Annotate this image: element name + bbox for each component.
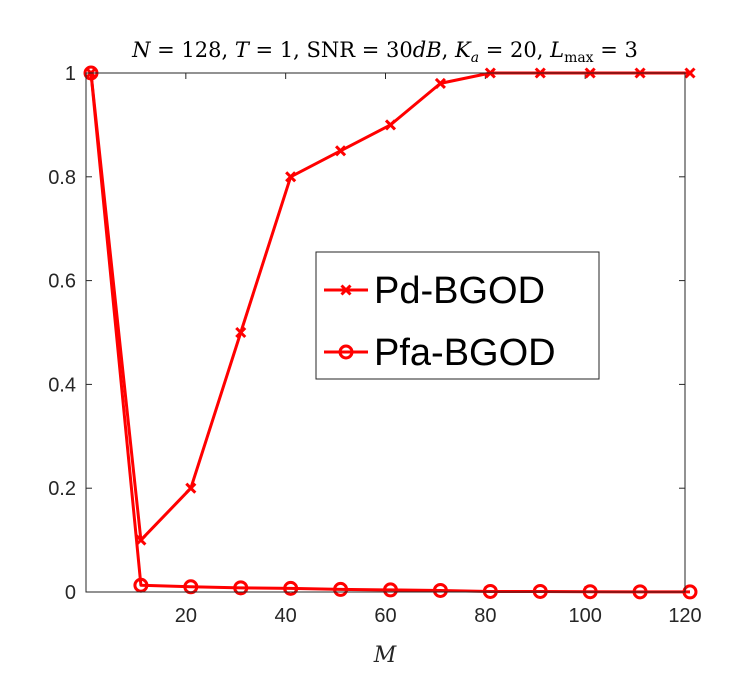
plot-frame <box>85 72 686 593</box>
legend-label: Pfa-BGOD <box>374 332 556 374</box>
data-point <box>382 582 398 598</box>
legend-marker <box>338 344 354 360</box>
data-point <box>532 583 548 599</box>
data-point <box>335 145 347 157</box>
y-tick-label: 1 <box>65 63 76 85</box>
data-point <box>133 577 149 593</box>
legend-box <box>315 251 600 380</box>
data-point <box>482 583 498 599</box>
x-tick-label: 80 <box>474 605 496 627</box>
x-tick-label: 60 <box>374 605 396 627</box>
x-tick-label: 100 <box>568 605 601 627</box>
x-tick-label: 40 <box>275 605 297 627</box>
legend-entry: Pfa-BGOD <box>324 332 556 374</box>
data-point <box>235 326 247 339</box>
chart-title: N = 128, T = 1, SNR = 30dB, Ka = 20, Lma… <box>131 38 638 66</box>
data-point <box>434 77 446 89</box>
y-tick-label: 0 <box>65 582 76 604</box>
data-point <box>185 482 197 494</box>
x-tick-label: 20 <box>175 605 197 627</box>
data-point <box>333 581 349 597</box>
data-point <box>183 579 199 595</box>
data-point <box>283 580 299 596</box>
legend-label: Pd-BGOD <box>374 270 545 312</box>
y-tick-label: 0.4 <box>48 374 76 396</box>
legend-marker <box>340 284 352 296</box>
y-tick-label: 0.6 <box>48 271 76 293</box>
data-point <box>285 171 297 183</box>
legend-entry: Pd-BGOD <box>324 270 545 312</box>
x-tick-label: 120 <box>668 605 701 627</box>
y-tick-label: 0.8 <box>48 167 76 189</box>
ticks-layer: 20 40 60 80 100 120 0 0.2 0.4 0.6 0.8 1 <box>48 63 702 627</box>
y-tick-label: 0.2 <box>48 478 76 500</box>
x-axis-label: M <box>373 643 397 668</box>
legend: Pd-BGOD Pfa-BGOD <box>315 251 600 380</box>
data-point <box>233 580 249 596</box>
legend-items: Pd-BGOD Pfa-BGOD <box>324 270 556 374</box>
data-point <box>684 67 696 79</box>
data-point <box>384 119 397 131</box>
data-point <box>432 582 448 598</box>
